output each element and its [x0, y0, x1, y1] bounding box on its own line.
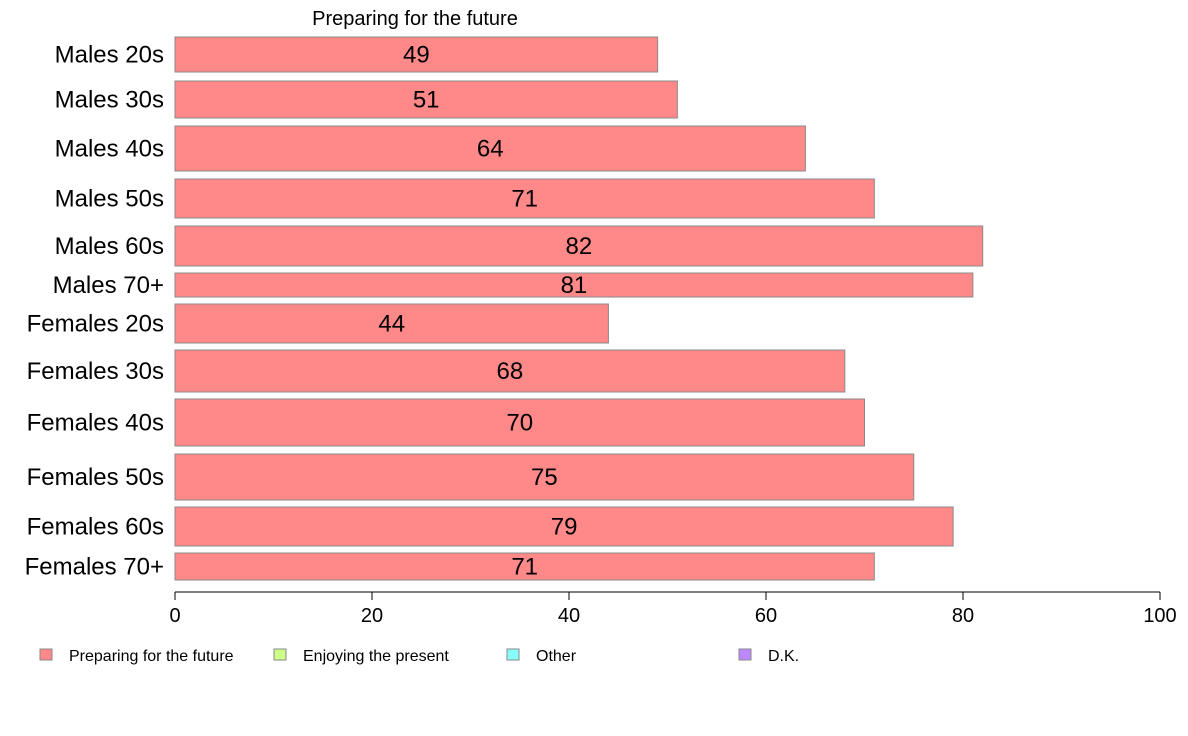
bar-value-label: 71: [511, 554, 538, 581]
chart-title: Preparing for the future: [312, 8, 518, 30]
bar-value-label: 44: [378, 311, 405, 338]
x-tick-label: 80: [952, 605, 974, 627]
x-tick-label: 100: [1143, 605, 1176, 627]
bar: [174, 36, 659, 73]
legend-label: Preparing for the future: [69, 648, 234, 665]
bar: [174, 453, 915, 501]
category-label: Males 60s: [55, 233, 164, 260]
bar-value-label: 49: [403, 42, 430, 69]
legend-swatch: [506, 648, 520, 661]
bar-value-label: 71: [511, 186, 538, 213]
bar-value-label: 79: [551, 514, 578, 541]
bar: [174, 398, 865, 447]
category-label: Males 20s: [55, 42, 164, 69]
bar: [174, 272, 974, 298]
bar-value-label: 51: [413, 87, 440, 114]
bar: [174, 506, 954, 547]
legend-label: Enjoying the present: [303, 648, 449, 665]
category-label: Males 30s: [55, 87, 164, 114]
category-label: Males 50s: [55, 186, 164, 213]
category-label: Females 60s: [27, 514, 164, 541]
bar-value-label: 82: [565, 233, 592, 260]
legend: Preparing for the future Enjoying the pre…: [39, 648, 799, 665]
x-tick-label: 40: [558, 605, 580, 627]
x-tick-label: 20: [361, 605, 383, 627]
bar-value-label: 70: [506, 410, 533, 437]
legend-swatch: [39, 648, 53, 661]
category-label: Females 50s: [27, 464, 164, 491]
bar-value-label: 64: [477, 136, 504, 163]
category-label: Males 70+: [53, 272, 164, 299]
category-label: Females 40s: [27, 410, 164, 437]
bar: [174, 178, 875, 219]
bar: [174, 225, 984, 267]
category-label: Females 30s: [27, 358, 164, 385]
x-tick-label: 0: [169, 605, 180, 627]
bar: [174, 349, 846, 393]
bars-group: 49 Males 20s 51 Males 30s 64 Males 40s 71 Males…: [25, 36, 984, 581]
bar: [174, 303, 609, 344]
bar-value-label: 68: [497, 358, 524, 385]
category-label: Males 40s: [55, 136, 164, 163]
x-axis: 0 20 40 60 80 100: [169, 591, 1177, 627]
legend-swatch: [273, 648, 287, 661]
bar-value-label: 75: [531, 464, 558, 491]
category-label: Females 70+: [25, 554, 164, 581]
bar: [174, 80, 678, 119]
bar-value-label: 81: [561, 272, 588, 299]
legend-label: D.K.: [768, 648, 799, 665]
bar: [174, 125, 806, 172]
legend-swatch: [738, 648, 752, 661]
category-label: Females 20s: [27, 311, 164, 338]
x-tick-label: 60: [755, 605, 777, 627]
legend-label: Other: [536, 648, 577, 665]
bar: [174, 552, 875, 581]
